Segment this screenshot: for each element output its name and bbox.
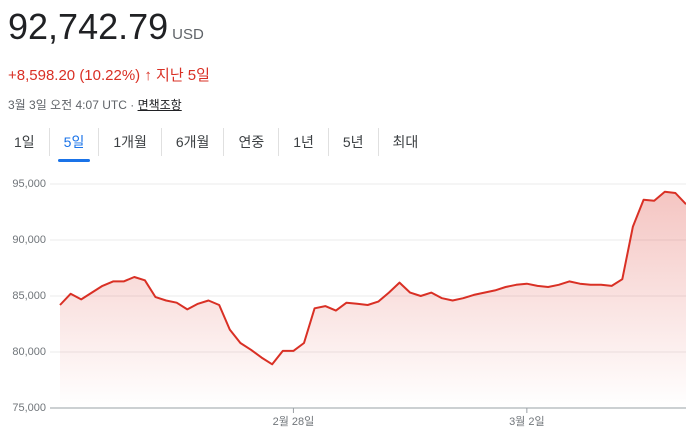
y-tick-label: 90,000: [12, 234, 46, 246]
arrow: ↑: [144, 67, 152, 84]
timestamp: 3월 3일 오전 4:07 UTC: [8, 98, 127, 112]
range-tab[interactable]: 1개월: [99, 128, 162, 156]
price-line: 92,742.79 USD: [8, 6, 204, 48]
range-tab[interactable]: 1일: [0, 128, 50, 156]
separator: ·: [130, 98, 135, 112]
timestamp-line: 3월 3일 오전 4:07 UTC · 면책조항: [8, 96, 182, 113]
y-tick-label: 95,000: [12, 178, 46, 190]
change-line: +8,598.20 (10.22%) ↑ 지난 5일: [8, 64, 210, 85]
range-tab[interactable]: 6개월: [162, 128, 225, 156]
range-tabs: 1일 5일 1개월 6개월 연중 1년 5년 최대: [0, 128, 432, 162]
range-tab[interactable]: 5년: [329, 128, 379, 156]
y-tick-label: 80,000: [12, 346, 46, 358]
range-tab[interactable]: 5일: [50, 128, 100, 162]
x-tick-label: 2월 28일: [273, 414, 315, 428]
range-tab[interactable]: 최대: [392, 134, 419, 150]
disclaimer[interactable]: 면책조항: [137, 98, 182, 112]
price: 92,742.79: [8, 6, 169, 47]
range-tab[interactable]: 연중: [224, 128, 280, 156]
period: 지난 5일: [156, 67, 210, 84]
y-tick-label: 85,000: [12, 290, 46, 302]
y-tick-label: 75,000: [12, 402, 46, 414]
currency: USD: [172, 26, 204, 43]
change: +8,598.20 (10.22%): [8, 67, 141, 84]
line: [59, 190, 686, 366]
range-tab[interactable]: 1년: [279, 128, 329, 156]
area: [60, 191, 686, 408]
x-tick-label: 3월 2일: [509, 414, 545, 428]
